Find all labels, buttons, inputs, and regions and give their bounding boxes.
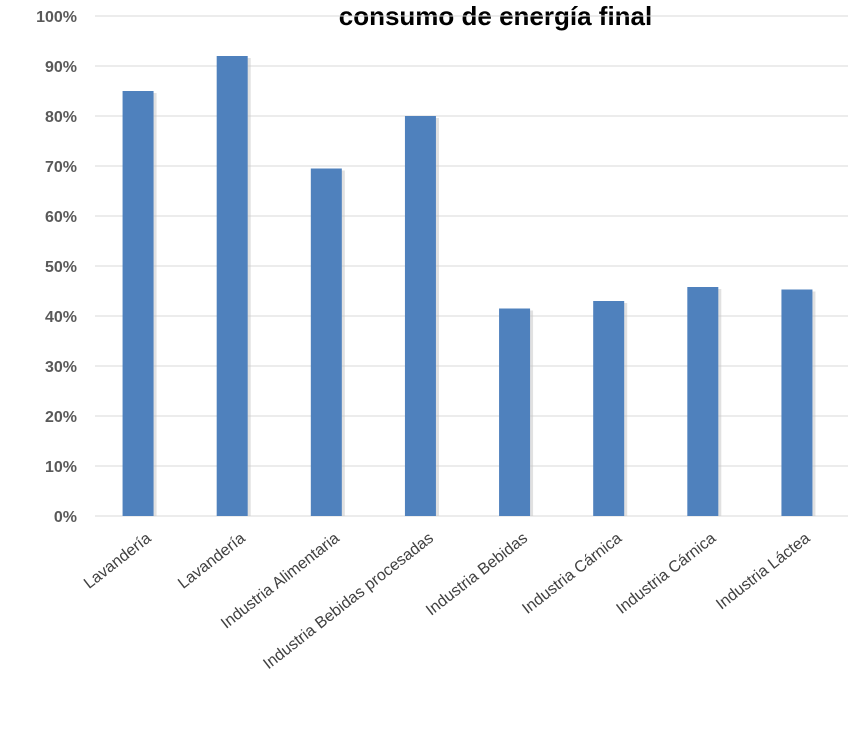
y-tick-label: 50%	[45, 259, 77, 276]
bar	[687, 287, 719, 516]
x-tick-label: Industria Cárnica	[519, 530, 625, 618]
y-tick-label: 40%	[45, 309, 77, 326]
y-tick-label: 70%	[45, 159, 77, 176]
bar	[404, 116, 436, 516]
bar	[310, 168, 342, 516]
x-tick-label: Lavandería	[175, 530, 249, 593]
x-tick-label: Industria Cárnica	[613, 530, 719, 618]
y-tick-label: 20%	[45, 409, 77, 426]
y-tick-label: 80%	[45, 109, 77, 126]
bar	[122, 91, 154, 516]
bar	[216, 56, 248, 516]
y-tick-label: 60%	[45, 209, 77, 226]
x-tick-label: Lavandería	[81, 530, 155, 593]
y-tick-label: 10%	[45, 459, 77, 476]
x-tick-label: Industria Bebidas	[423, 530, 531, 620]
bar	[781, 289, 813, 516]
bar	[593, 301, 625, 516]
y-tick-label: 0%	[54, 509, 77, 526]
y-tick-label: 100%	[36, 9, 77, 26]
x-tick-label: Industria Bebidas procesadas	[260, 530, 437, 673]
y-tick-label: 30%	[45, 359, 77, 376]
x-tick-label: Industria Láctea	[713, 530, 813, 614]
y-tick-label: 90%	[45, 59, 77, 76]
bar	[499, 308, 531, 516]
